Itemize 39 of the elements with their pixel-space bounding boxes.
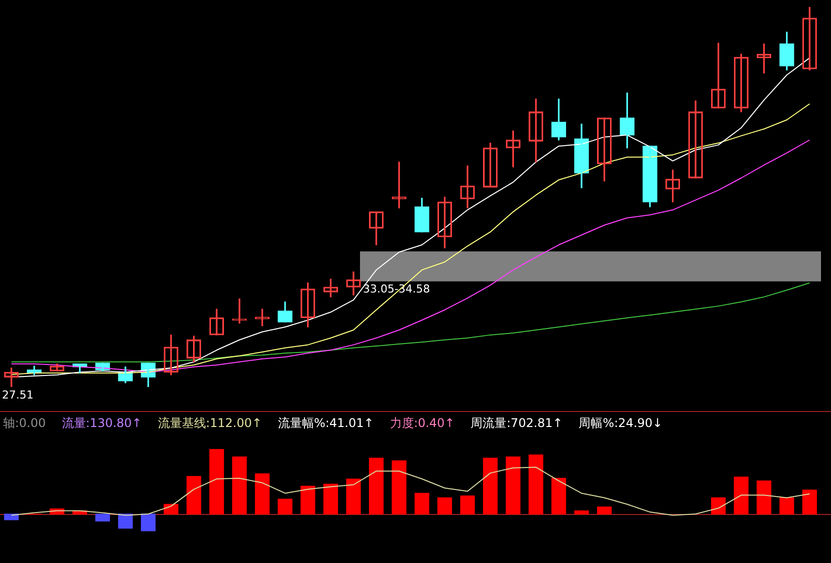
bar bbox=[164, 504, 178, 514]
text: 力度:0.40↑ bbox=[390, 415, 455, 432]
text: 流量:130.80↑ bbox=[62, 415, 142, 432]
bar bbox=[506, 456, 520, 514]
bar bbox=[597, 506, 612, 514]
candlestick bbox=[278, 302, 292, 322]
bar bbox=[368, 458, 384, 514]
candlestick bbox=[414, 198, 430, 232]
bar bbox=[528, 454, 544, 514]
bar bbox=[232, 456, 247, 514]
bar bbox=[4, 514, 19, 520]
bar bbox=[460, 495, 475, 514]
bar bbox=[756, 480, 772, 514]
bar bbox=[140, 514, 156, 532]
bar bbox=[734, 476, 749, 514]
text: 周流量:702.81↑ bbox=[470, 415, 563, 432]
text: 轴:0.00 bbox=[3, 415, 46, 432]
text: 流量幅%:41.01↑ bbox=[278, 415, 374, 432]
bar bbox=[278, 498, 292, 514]
bar bbox=[779, 497, 794, 514]
bar bbox=[323, 484, 338, 514]
bar bbox=[254, 473, 270, 514]
bar bbox=[300, 486, 316, 514]
bar bbox=[711, 497, 726, 514]
text: 周幅%:24.90↓ bbox=[578, 415, 663, 432]
bar bbox=[186, 476, 202, 514]
bar bbox=[551, 478, 566, 514]
bar bbox=[437, 497, 452, 514]
bar bbox=[482, 458, 498, 514]
bar bbox=[95, 514, 110, 522]
bar bbox=[209, 449, 224, 514]
bar bbox=[574, 510, 589, 514]
bar bbox=[118, 514, 133, 529]
bar bbox=[802, 490, 817, 514]
bar bbox=[414, 492, 430, 514]
text: 流量基线:112.00↑ bbox=[158, 415, 262, 432]
bar bbox=[392, 460, 406, 514]
text: 27.51 bbox=[2, 388, 34, 402]
bar bbox=[346, 478, 361, 514]
